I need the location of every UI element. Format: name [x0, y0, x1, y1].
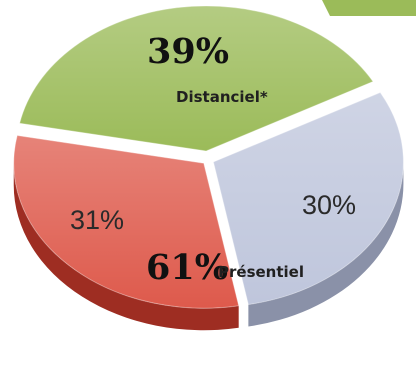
pie-slice-side-3 [13, 163, 239, 331]
pie-slice-highlight-3 [13, 135, 239, 309]
presentiel-category-label: Présentiel [218, 263, 304, 281]
pie-sides [13, 161, 404, 331]
header-banner-fragment [322, 0, 416, 16]
pie-slice-side-2 [248, 161, 404, 327]
pie-tops [13, 5, 404, 309]
distanciel-percent-label: 39% [147, 31, 229, 72]
pie-slice-highlight-1 [19, 5, 373, 151]
distanciel-category-label: Distanciel* [176, 88, 268, 106]
slice-30-percent-label: 30% [302, 190, 357, 220]
presentiel-percent-label: 61% [146, 247, 228, 288]
pie-slice-highlight-2 [213, 92, 404, 305]
slice-31-percent-label: 31% [70, 205, 125, 235]
